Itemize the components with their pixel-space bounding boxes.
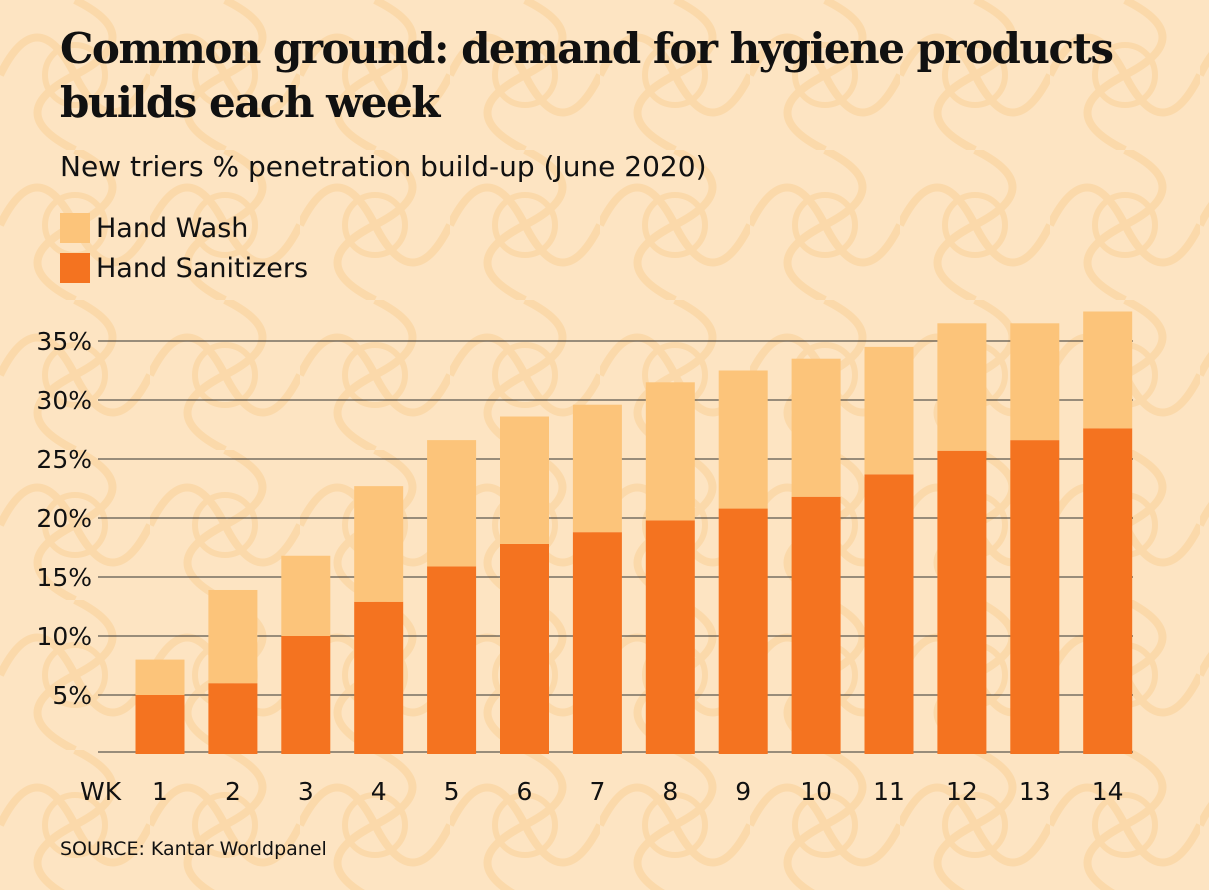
x-tick-label: 3 — [298, 777, 314, 806]
x-tick-label: 7 — [589, 777, 605, 806]
bar-hand-sanitizers — [864, 474, 914, 754]
bar-hand-sanitizers — [354, 601, 404, 754]
source-note: SOURCE: Kantar Worldpanel — [60, 838, 327, 860]
bar-hand-wash — [864, 346, 914, 475]
x-tick-label: 8 — [662, 777, 678, 806]
bar-hand-sanitizers — [645, 520, 695, 754]
y-tick-label: 15% — [36, 563, 92, 592]
bar-hand-wash — [427, 440, 477, 567]
y-tick-label: 10% — [36, 622, 92, 651]
bar-hand-sanitizers — [1010, 440, 1060, 754]
legend-swatch-hand-wash — [60, 213, 90, 243]
x-tick-label: 4 — [371, 777, 387, 806]
x-tick-label: 12 — [946, 777, 978, 806]
x-tick-label: 2 — [225, 777, 241, 806]
legend-item-hand-wash: Hand Wash — [60, 208, 308, 248]
bar-hand-wash — [645, 382, 695, 521]
x-tick-label: 6 — [517, 777, 533, 806]
y-tick-label: 5% — [52, 681, 92, 710]
bar-hand-sanitizers — [427, 566, 477, 754]
bar-hand-wash — [718, 370, 768, 509]
x-axis-prefix: WK — [80, 777, 122, 806]
bar-hand-sanitizers — [208, 683, 258, 754]
bar-hand-wash — [500, 416, 549, 544]
x-tick-label: 11 — [873, 777, 905, 806]
bar-hand-sanitizers — [937, 450, 987, 754]
bar-hand-sanitizers — [135, 695, 185, 754]
x-tick-label: 14 — [1092, 777, 1124, 806]
bar-hand-wash — [572, 404, 622, 533]
bar-hand-wash — [937, 323, 987, 451]
bar-hand-wash — [791, 358, 841, 497]
bar-hand-sanitizers — [1083, 428, 1133, 754]
bar-hand-wash — [281, 555, 331, 636]
x-tick-label: 13 — [1019, 777, 1051, 806]
bar-hand-sanitizers — [718, 508, 768, 754]
legend-item-hand-sanitizers: Hand Sanitizers — [60, 248, 308, 288]
bar-hand-wash — [354, 486, 404, 602]
bar-hand-wash — [208, 589, 258, 684]
legend-label-hand-wash: Hand Wash — [96, 212, 249, 244]
chart-subtitle: New triers % penetration build-up (June … — [60, 150, 707, 183]
y-tick-label: 30% — [36, 386, 92, 415]
legend: Hand Wash Hand Sanitizers — [60, 208, 308, 288]
bar-hand-sanitizers — [500, 543, 549, 754]
x-tick-label: 1 — [152, 777, 168, 806]
x-tick-label: 9 — [735, 777, 751, 806]
legend-label-hand-sanitizers: Hand Sanitizers — [96, 252, 309, 284]
bar-hand-sanitizers — [791, 496, 841, 754]
bar-hand-wash — [1083, 311, 1133, 429]
bar-hand-sanitizers — [281, 636, 331, 754]
legend-swatch-hand-sanitizers — [60, 253, 90, 283]
x-tick-label: 5 — [444, 777, 460, 806]
y-tick-label: 20% — [36, 504, 92, 533]
y-tick-label: 35% — [36, 327, 92, 356]
bar-hand-wash — [135, 659, 185, 695]
bar-hand-wash — [1010, 323, 1060, 441]
bar-hand-sanitizers — [572, 532, 622, 754]
x-tick-label: 10 — [800, 777, 832, 806]
chart-title: Common ground: demand for hygiene produc… — [60, 24, 1114, 127]
y-tick-label: 25% — [36, 445, 92, 474]
